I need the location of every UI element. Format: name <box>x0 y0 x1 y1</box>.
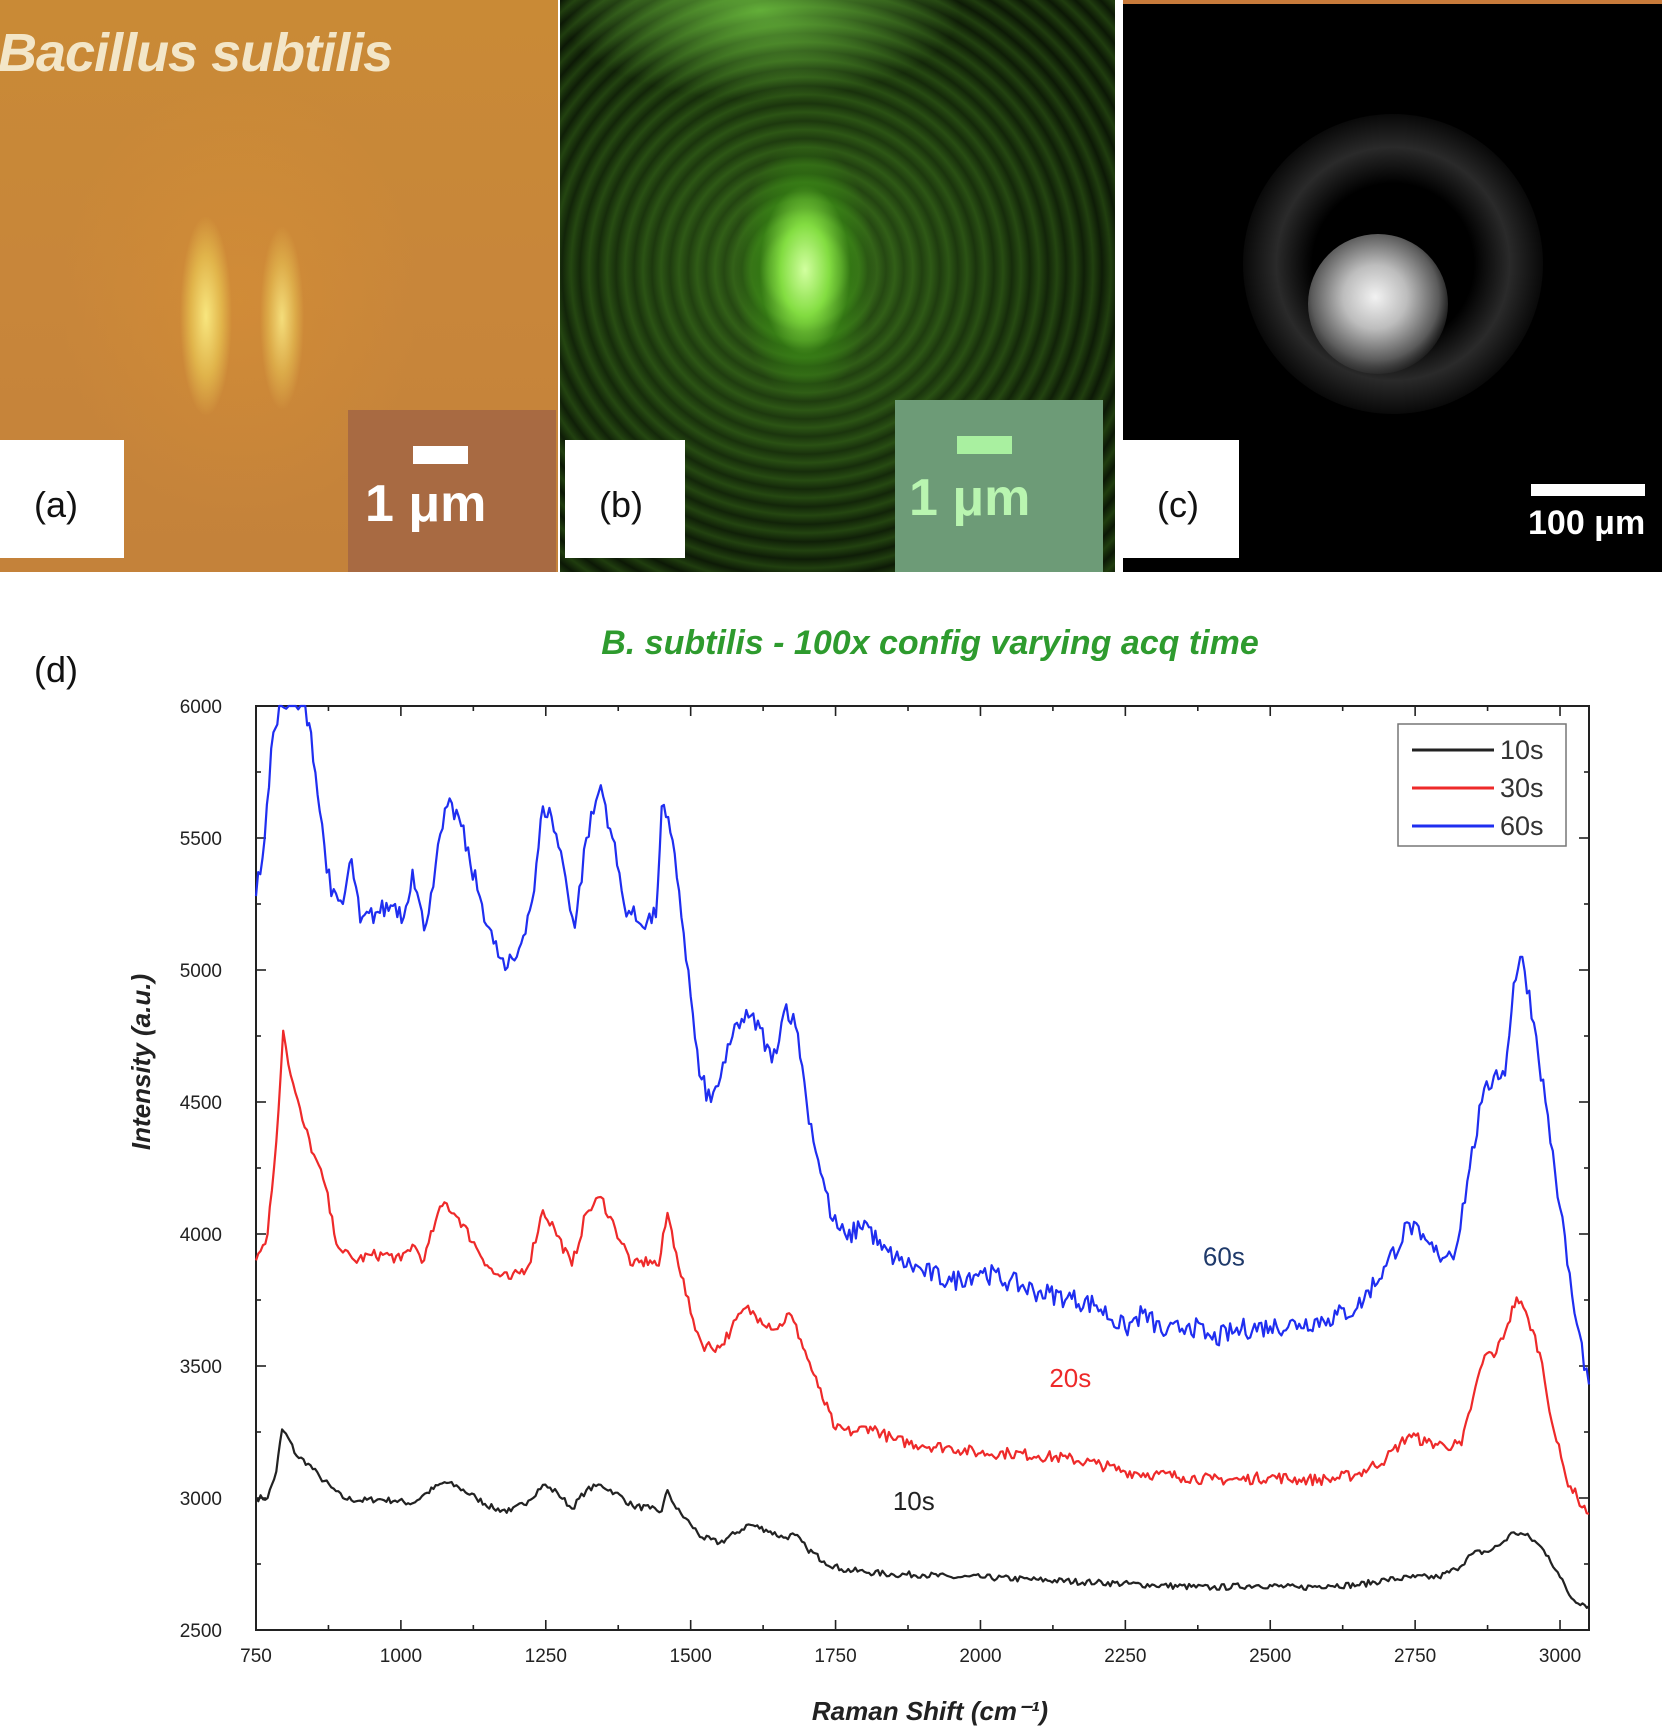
panel-b-label-box: (b) <box>565 440 685 558</box>
panel-a-label: (a) <box>34 484 78 525</box>
panel-b-scale-bar <box>957 436 1012 454</box>
y-tick-label: 5500 <box>180 829 222 850</box>
y-axis-title: Intensity (a.u.) <box>126 974 156 1150</box>
raman-spectrum-chart: (d) B. subtilis - 100x config varying ac… <box>34 624 1591 1726</box>
panel-d-label: (d) <box>34 649 78 690</box>
panel-a-scale-bar <box>413 446 468 464</box>
x-tick-label: 3000 <box>1539 1646 1581 1667</box>
panel-b-scale-text: 1 μm <box>909 469 1031 527</box>
chart-series-layer <box>254 704 1591 1609</box>
annotation-label: 20s <box>1049 1363 1091 1393</box>
series-line-60s <box>254 704 1591 1385</box>
panel-b-microscope-image: 1 μm (b) <box>560 0 1115 572</box>
legend-label-60s: 60s <box>1500 811 1544 841</box>
panel-c-beam-image: 100 μm (c) <box>1123 0 1662 572</box>
panel-a-microscope-image: Bacillus subtilis 1 μm (a) <box>0 0 558 572</box>
x-tick-label: 1750 <box>814 1646 856 1667</box>
panel-a-title: Bacillus subtilis <box>0 23 393 83</box>
panel-c-label-box: (c) <box>1123 440 1239 558</box>
y-tick-label: 3500 <box>180 1357 222 1378</box>
x-tick-label: 1000 <box>380 1646 422 1667</box>
legend-label-10s: 10s <box>1500 735 1544 765</box>
y-tick-label: 5000 <box>180 961 222 982</box>
y-tick-label: 6000 <box>180 697 222 718</box>
chart-title: B. subtilis - 100x config varying acq ti… <box>601 624 1259 662</box>
chart-legend: 10s 30s 60s <box>1397 723 1567 847</box>
x-axis-title: Raman Shift (cm⁻¹) <box>812 1696 1048 1726</box>
series-line-30s <box>254 1029 1590 1515</box>
x-tick-label: 2500 <box>1249 1646 1291 1667</box>
x-tick-label: 1250 <box>525 1646 567 1667</box>
chart-axes: 750 1000 1250 1500 1750 2000 2250 2500 2750 3000 2… <box>180 697 1590 1667</box>
panel-a-label-box: (a) <box>0 440 124 558</box>
panel-a-scale-text: 1 μm <box>365 475 487 533</box>
x-tick-label: 2250 <box>1104 1646 1146 1667</box>
annotation-label: 10s <box>893 1486 935 1516</box>
panel-a-scale-box: 1 μm <box>348 410 556 572</box>
panel-c-beam-spot <box>1308 234 1448 374</box>
x-tick-label: 1500 <box>670 1646 712 1667</box>
legend-label-30s: 30s <box>1500 773 1544 803</box>
panel-c-scale-bar <box>1531 484 1645 496</box>
panel-b-scale-box: 1 μm <box>895 400 1103 572</box>
series-line-10s <box>255 1428 1590 1609</box>
x-tick-label: 750 <box>240 1646 272 1667</box>
y-tick-label: 3000 <box>180 1489 222 1510</box>
x-tick-label: 2000 <box>959 1646 1001 1667</box>
chart-annotations: 60s 20s 10s <box>893 1242 1245 1516</box>
annotation-label: 60s <box>1203 1242 1245 1272</box>
panel-c-scale-text: 100 μm <box>1528 504 1646 542</box>
x-tick-label: 2750 <box>1394 1646 1436 1667</box>
y-tick-label: 4500 <box>180 1093 222 1114</box>
panel-c-label: (c) <box>1157 484 1199 525</box>
y-tick-label: 4000 <box>180 1225 222 1246</box>
panel-b-label: (b) <box>599 484 643 525</box>
y-tick-label: 2500 <box>180 1621 222 1642</box>
